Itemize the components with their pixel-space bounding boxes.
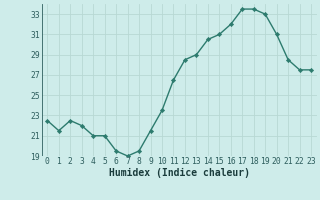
- X-axis label: Humidex (Indice chaleur): Humidex (Indice chaleur): [109, 168, 250, 178]
